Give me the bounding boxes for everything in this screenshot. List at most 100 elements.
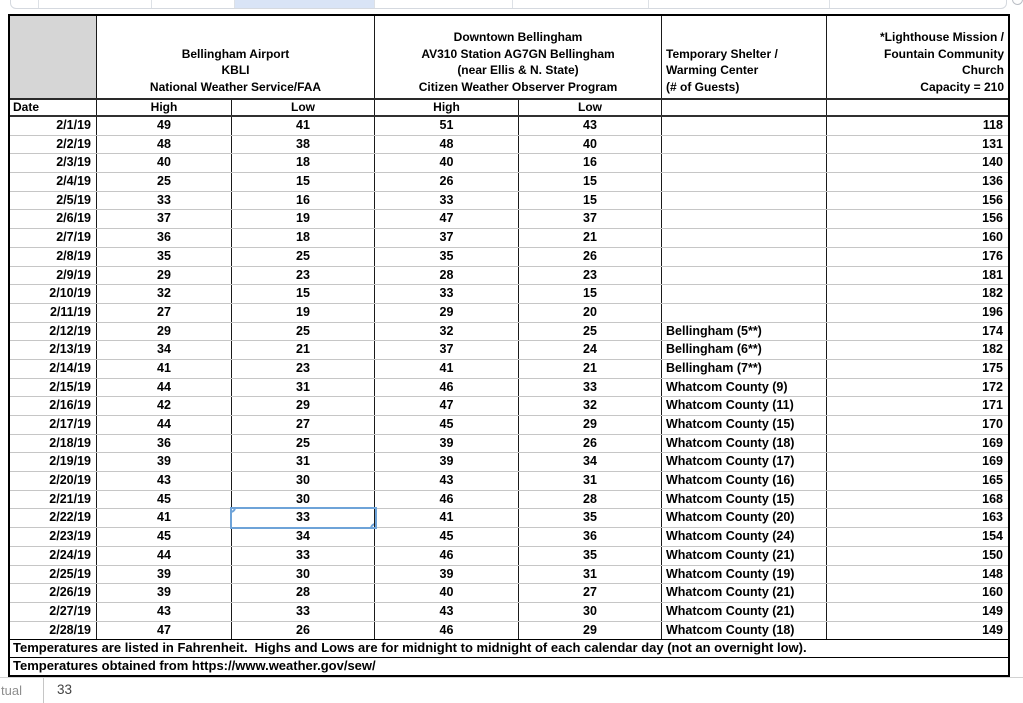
cell-kbli_high[interactable]: 43	[97, 472, 232, 490]
cell-dt_high[interactable]: 26	[375, 173, 519, 191]
cell-kbli_low[interactable]: 33	[232, 602, 375, 621]
cell-shelter[interactable]	[662, 303, 827, 322]
cell-shelter[interactable]	[662, 247, 827, 266]
cell-mission[interactable]: 175	[982, 360, 1003, 375]
cell-kbli_high[interactable]: 39	[97, 584, 232, 602]
cell-kbli_high[interactable]: 45	[97, 490, 232, 509]
cell-dt_low[interactable]: 36	[519, 528, 662, 546]
cell-date[interactable]: 2/4/19	[10, 173, 97, 191]
subheader-cell[interactable]: High	[375, 100, 519, 115]
cell-dt_high[interactable]: 46	[375, 378, 519, 397]
cell-mission[interactable]: 181	[982, 267, 1003, 282]
cell-mission[interactable]: 154	[982, 529, 1003, 544]
scroll-handle-icon[interactable]	[1012, 0, 1023, 5]
cell-date[interactable]: 2/18/19	[10, 434, 97, 453]
cell-dt_high[interactable]: 35	[375, 247, 519, 266]
cell-kbli_low[interactable]: 25	[232, 434, 375, 453]
cell-mission[interactable]: 160	[982, 585, 1003, 600]
cell-kbli_high[interactable]: 27	[97, 303, 232, 322]
cell-dt_low[interactable]: 31	[519, 565, 662, 584]
cell-shelter[interactable]	[662, 191, 827, 210]
cell-kbli_low[interactable]: 27	[232, 416, 375, 434]
column-header-strip[interactable]	[10, 0, 1007, 9]
cell-shelter[interactable]: Whatcom County (21)	[662, 584, 827, 602]
cell-kbli_high[interactable]: 25	[97, 173, 232, 191]
cell-kbli_low[interactable]: 23	[232, 359, 375, 378]
cell-kbli_low[interactable]: 18	[232, 229, 375, 247]
cell-dt_low[interactable]: 29	[519, 621, 662, 640]
cell-date[interactable]: 2/14/19	[10, 359, 97, 378]
cell-kbli_low[interactable]: 15	[232, 173, 375, 191]
cell-kbli_high[interactable]: 35	[97, 247, 232, 266]
corner-cell[interactable]	[10, 16, 97, 98]
cell-dt_low[interactable]: 15	[519, 173, 662, 191]
cell-kbli_high[interactable]: 44	[97, 378, 232, 397]
cell-dt_low[interactable]: 15	[519, 191, 662, 210]
cell-shelter[interactable]: Whatcom County (17)	[662, 453, 827, 472]
cell-kbli_low[interactable]: 19	[232, 210, 375, 229]
cell-date[interactable]: 2/24/19	[10, 546, 97, 565]
cell-mission[interactable]: 170	[982, 417, 1003, 431]
selected-cell[interactable]: 33	[232, 509, 375, 528]
cell-dt_low[interactable]: 16	[519, 154, 662, 173]
cell-shelter[interactable]: Bellingham (7**)	[662, 359, 827, 378]
cell-dt_low[interactable]: 37	[519, 210, 662, 229]
cell-date[interactable]: 2/1/19	[10, 117, 97, 135]
cell-mission[interactable]: 136	[982, 174, 1003, 189]
cell-kbli_low[interactable]: 15	[232, 285, 375, 303]
group-header-kbli[interactable]: Bellingham Airport KBLI National Weather S…	[97, 16, 375, 98]
cell-dt_low[interactable]: 34	[519, 453, 662, 472]
cell-date[interactable]: 2/11/19	[10, 303, 97, 322]
cell-dt_high[interactable]: 45	[375, 528, 519, 546]
cell-mission[interactable]: 171	[982, 398, 1003, 413]
cell-dt_low[interactable]: 35	[519, 509, 662, 528]
cell-date[interactable]: 2/28/19	[10, 621, 97, 640]
cell-shelter[interactable]	[662, 229, 827, 247]
cell-shelter[interactable]	[662, 135, 827, 154]
cell-mission[interactable]: 149	[982, 622, 1003, 637]
cell-shelter[interactable]	[662, 117, 827, 135]
cell-kbli_low[interactable]: 41	[232, 117, 375, 135]
cell-dt_low[interactable]: 35	[519, 546, 662, 565]
cell-mission[interactable]: 174	[982, 323, 1003, 338]
cell-date[interactable]: 2/23/19	[10, 528, 97, 546]
group-header-shelter[interactable]: Temporary Shelter / Warming Center (# of G…	[662, 16, 827, 98]
cell-dt_high[interactable]: 40	[375, 154, 519, 173]
subheader-cell[interactable]: Low	[232, 100, 375, 115]
cell-mission[interactable]: 168	[982, 491, 1003, 506]
cell-date[interactable]: 2/5/19	[10, 191, 97, 210]
cell-dt_low[interactable]: 24	[519, 341, 662, 359]
cell-kbli_high[interactable]: 41	[97, 509, 232, 528]
cell-dt_low[interactable]: 25	[519, 322, 662, 341]
cell-dt_low[interactable]: 21	[519, 229, 662, 247]
cell-shelter[interactable]: Whatcom County (18)	[662, 434, 827, 453]
cell-mission[interactable]: 169	[982, 435, 1003, 450]
cell-dt_low[interactable]: 20	[519, 303, 662, 322]
cell-shelter[interactable]: Whatcom County (9)	[662, 378, 827, 397]
cell-kbli_high[interactable]: 43	[97, 602, 232, 621]
cell-date[interactable]: 2/6/19	[10, 210, 97, 229]
cell-dt_high[interactable]: 51	[375, 117, 519, 135]
cell-shelter[interactable]	[662, 154, 827, 173]
subheader-cell[interactable]	[827, 100, 1008, 115]
cell-date[interactable]: 2/10/19	[10, 285, 97, 303]
cell-mission[interactable]: 196	[982, 304, 1003, 319]
cell-date[interactable]: 2/9/19	[10, 266, 97, 285]
cell-kbli_low[interactable]: 19	[232, 303, 375, 322]
cell-dt_high[interactable]: 48	[375, 135, 519, 154]
cell-mission[interactable]: 169	[982, 454, 1003, 469]
cell-dt_high[interactable]: 29	[375, 303, 519, 322]
cell-kbli_high[interactable]: 37	[97, 210, 232, 229]
cell-dt_high[interactable]: 37	[375, 229, 519, 247]
cell-kbli_low[interactable]: 21	[232, 341, 375, 359]
cell-date[interactable]: 2/25/19	[10, 565, 97, 584]
cell-date[interactable]: 2/19/19	[10, 453, 97, 472]
cell-dt_high[interactable]: 39	[375, 565, 519, 584]
cell-shelter[interactable]	[662, 285, 827, 303]
cell-mission[interactable]: 140	[982, 155, 1003, 170]
cell-kbli_high[interactable]: 39	[97, 453, 232, 472]
subheader-cell[interactable]: Low	[519, 100, 662, 115]
cell-date[interactable]: 2/22/19	[10, 509, 97, 528]
cell-kbli_high[interactable]: 39	[97, 565, 232, 584]
cell-kbli_low[interactable]: 30	[232, 490, 375, 509]
